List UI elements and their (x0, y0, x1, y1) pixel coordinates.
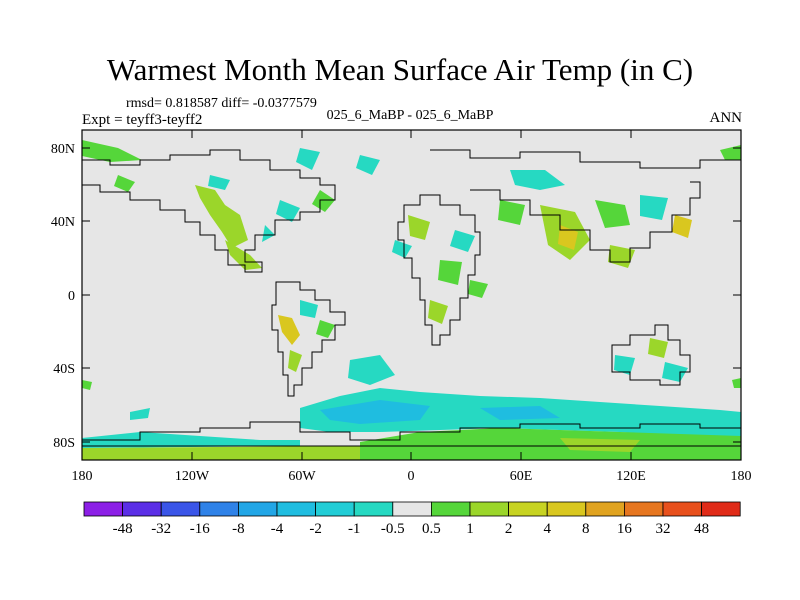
lat-label: 40S (53, 362, 75, 377)
lon-label: 180 (72, 469, 93, 484)
anomaly-patch (408, 215, 430, 240)
colorbar-label: 32 (656, 521, 671, 537)
lon-label: 120W (175, 469, 210, 484)
anomaly-patch (498, 200, 525, 225)
anomaly-patch (82, 432, 300, 448)
lat-label: 40N (51, 215, 75, 230)
anomaly-patch (130, 408, 150, 420)
anomaly-patch (595, 200, 630, 228)
anomaly-patch (480, 406, 560, 420)
colorbar-swatch (83, 501, 123, 517)
anomaly-patch (288, 350, 302, 372)
anomaly-patch (316, 320, 335, 338)
season-label: ANN (709, 110, 743, 126)
asia-land (460, 160, 700, 275)
antarctic-band (360, 428, 741, 460)
anomaly-patch (348, 355, 395, 385)
anomaly-patch (640, 195, 668, 220)
colorbar-swatch (624, 501, 664, 517)
anomaly-patch (356, 155, 380, 175)
period-comparison-label: 025_6_MaBP - 025_6_MaBP (326, 108, 494, 123)
anomaly-patch (392, 240, 412, 258)
colorbar-label: 16 (617, 521, 633, 537)
anomaly-patch (662, 362, 688, 382)
lat-label: 80N (51, 142, 75, 157)
colorbar-swatch (160, 501, 201, 517)
colorbar-label: -4 (271, 521, 284, 537)
anomaly-patch (428, 300, 448, 324)
anomaly-patch (312, 190, 335, 212)
colorbar-label: -16 (190, 521, 210, 537)
anomaly-patch (468, 280, 488, 298)
anomaly-patch (208, 175, 230, 190)
lat-label: 80S (53, 436, 75, 451)
anomaly-patch (296, 148, 320, 170)
lon-label: 60W (288, 469, 316, 484)
anomaly-patch (262, 225, 275, 242)
colorbar-swatch (469, 501, 509, 517)
colorbar-swatch (508, 501, 548, 517)
colorbar-label: -2 (309, 521, 322, 537)
colorbar-label: -1 (348, 521, 361, 537)
anomaly-patch (82, 380, 92, 390)
anomaly-patch (276, 200, 300, 222)
colorbar-swatch (662, 501, 702, 517)
colorbar-swatch (315, 501, 355, 517)
anomaly-patch (300, 300, 318, 318)
anomaly-patch (82, 140, 142, 162)
colorbar-swatch (546, 501, 587, 517)
colorbar-label: -32 (151, 521, 171, 537)
anomaly-patch (732, 378, 741, 388)
colorbar-label: -0.5 (381, 521, 405, 537)
anomaly-patch (114, 175, 135, 192)
anomaly-patch (510, 170, 565, 190)
colorbar-swatch (237, 501, 278, 517)
colorbar-swatch (122, 501, 162, 517)
lon-label: 120E (616, 469, 646, 484)
colorbar-label: -48 (113, 521, 133, 537)
anomaly-patch (438, 260, 462, 285)
statistics-label: rmsd= 0.818587 diff= -0.0377579 (126, 96, 317, 111)
anomaly-patch (648, 338, 668, 358)
colorbar-swatch (430, 501, 471, 517)
map-title: Warmest Month Mean Surface Air Temp (in … (106, 52, 694, 87)
anomaly-patch (558, 225, 578, 250)
experiment-label: Expt = teyff3-teyff2 (82, 112, 203, 128)
lon-label: 60E (510, 469, 533, 484)
anomaly-patch (278, 315, 300, 345)
lon-label: 180 (731, 469, 752, 484)
colorbar-label: 8 (582, 521, 590, 537)
anomaly-patch (614, 355, 635, 375)
colorbar-swatch (392, 501, 432, 517)
colorbar-swatch (353, 501, 394, 517)
colorbar-label: 2 (505, 521, 513, 537)
colorbar-label: 4 (543, 521, 551, 537)
latitude-labels: 80N 40N 0 40S 80S (51, 142, 75, 451)
axis-ticks (81, 130, 742, 460)
colorbar-swatch (701, 501, 741, 517)
colorbar-label: 0.5 (422, 521, 441, 537)
anomaly-patch (560, 438, 640, 452)
longitude-labels: 180 120W 60W 0 60E 120E 180 (72, 469, 752, 484)
colorbar-label: -8 (232, 521, 245, 537)
coastlines (82, 149, 741, 447)
colorbar-swatch (585, 501, 625, 517)
anomaly-patch (320, 400, 430, 424)
colorbar-swatch (199, 501, 239, 517)
anomaly-patch (720, 145, 741, 160)
lat-label: 0 (68, 289, 75, 304)
antarctic-band (82, 446, 360, 460)
colorbar-label: 1 (466, 521, 474, 537)
anomaly-patch (672, 215, 692, 238)
anomaly-patch (450, 230, 475, 252)
lon-label: 0 (408, 469, 415, 484)
anomaly-patch (195, 185, 248, 248)
colorbar-label: 48 (694, 521, 709, 537)
colorbar: -48 -32 -16 -8 -4 -2 -1 -0.5 0.5 1 2 4 8 16 32 48 (83, 501, 741, 537)
colorbar-swatch (276, 501, 316, 517)
